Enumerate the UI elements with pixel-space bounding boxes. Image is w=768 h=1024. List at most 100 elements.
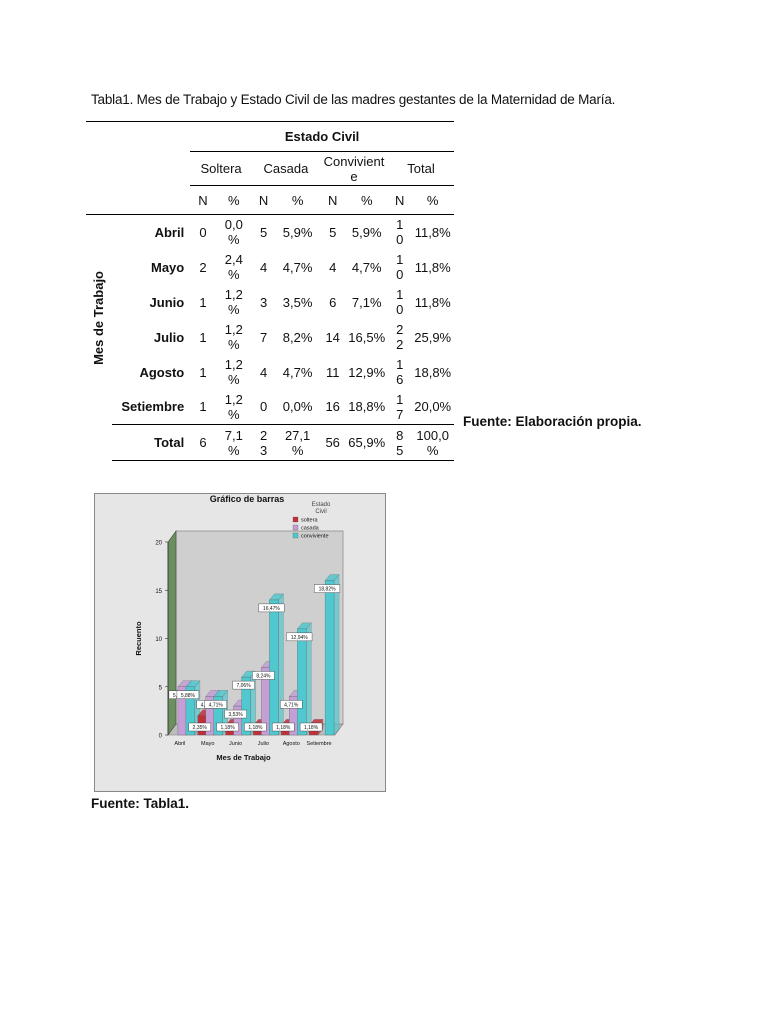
subheader-cell: % bbox=[345, 185, 388, 215]
plot-side-wall bbox=[167, 530, 177, 736]
y-tick-label: 20 bbox=[155, 541, 162, 547]
legend-swatch-casada bbox=[292, 524, 299, 531]
bar-side-conviviente bbox=[278, 593, 284, 736]
data-label-box bbox=[252, 671, 275, 680]
table-cell: 7 bbox=[259, 329, 268, 345]
table-cell: 2 2 bbox=[396, 322, 404, 352]
subheader-cell: N bbox=[251, 185, 276, 215]
row-label: Mayo bbox=[150, 259, 185, 275]
data-label: 18,82% bbox=[319, 587, 337, 593]
chart-title: Gráfico de barras bbox=[210, 494, 285, 504]
col-header-casada: Casada bbox=[251, 151, 320, 186]
col-header-conviviente: Convivient e bbox=[319, 151, 388, 186]
table-cell: 56 bbox=[319, 424, 346, 461]
table-cell: 5 bbox=[251, 214, 276, 250]
table-cell: 0,0% bbox=[282, 399, 313, 415]
table-cell: 5,9% bbox=[345, 214, 388, 250]
data-label-box bbox=[204, 700, 227, 709]
data-label: 16,47% bbox=[263, 606, 281, 612]
data-label-box bbox=[224, 709, 247, 719]
table-cell: 4,7% bbox=[282, 364, 313, 380]
table-cell: 1 bbox=[199, 294, 207, 310]
data-label-box bbox=[280, 700, 303, 709]
table-cell: 3,5% bbox=[282, 294, 313, 310]
bar-side-conviviente bbox=[333, 574, 340, 736]
x-tick-label: Junio bbox=[229, 741, 242, 747]
y-tick-label: 5 bbox=[159, 685, 163, 691]
table-cell: 8 5 bbox=[387, 424, 412, 461]
data-label-box bbox=[286, 632, 313, 642]
data-label-box bbox=[314, 584, 341, 593]
table-cell: 4,7% bbox=[282, 259, 313, 275]
col-header-soltera: Soltera bbox=[190, 151, 252, 186]
row-label: Junio bbox=[149, 294, 185, 310]
subheader-cell: % bbox=[215, 185, 252, 215]
bar-chart-frame: Gráfico de barras 0 5 10 15 20 Recuento Abril Ma… bbox=[94, 493, 386, 792]
data-label: 7,06% bbox=[236, 683, 251, 689]
y-tick-label: 10 bbox=[155, 637, 162, 643]
table-cell: 1 0 bbox=[387, 214, 412, 250]
y-tick-label: 0 bbox=[159, 734, 163, 740]
table-cell: 0 bbox=[190, 214, 216, 250]
table-cell: 1,2 % bbox=[224, 322, 243, 352]
legend-title: Civil bbox=[315, 509, 326, 515]
bar-front-conviviente bbox=[269, 599, 279, 736]
data-label-box bbox=[244, 722, 267, 732]
subheader-cell: N bbox=[190, 185, 216, 215]
table-cell: 16,5% bbox=[348, 329, 386, 345]
table-cell: 0,0 % bbox=[215, 214, 252, 250]
table-cell: 2 3 bbox=[251, 424, 276, 461]
bar-top-conviviente bbox=[185, 680, 201, 687]
data-label: 1,18% bbox=[304, 725, 319, 731]
bar-top-conviviente bbox=[241, 670, 256, 678]
row-label: Setiembre bbox=[121, 399, 185, 415]
bar-front-conviviente bbox=[297, 628, 307, 736]
table-row: Agosto 1 1,2 % 4 4,7% 11 12,9% 1 6 18,8% bbox=[86, 355, 454, 390]
row-dimension-label: Mes de Trabajo bbox=[91, 271, 107, 366]
data-label: 12,94% bbox=[291, 635, 309, 641]
legend-swatch-conviviente bbox=[292, 532, 299, 539]
legend-label: casada bbox=[301, 526, 320, 532]
row-label: Agosto bbox=[139, 364, 185, 380]
table-cell: 1 0 bbox=[396, 252, 404, 282]
subheader-cell: % bbox=[275, 185, 320, 215]
table-cell: 2 bbox=[199, 259, 207, 275]
table-cell: 11,8% bbox=[414, 259, 451, 275]
data-label-box bbox=[258, 603, 285, 613]
data-label: 4,71% bbox=[209, 702, 224, 708]
y-axis-title: Recuento bbox=[134, 621, 143, 656]
table-cell: 4 bbox=[259, 259, 268, 275]
data-label: 8,24% bbox=[256, 673, 271, 679]
bar-top-conviviente bbox=[269, 593, 284, 601]
bar-top-conviviente bbox=[296, 622, 312, 630]
legend-label: conviviente bbox=[301, 534, 329, 540]
data-label: 3,53% bbox=[228, 712, 243, 718]
total-row: Total 6 7,1 % 2 3 27,1 % 56 65,9% 8 5 100,0 % bbox=[86, 424, 454, 461]
bar-chart: Gráfico de barras 0 5 10 15 20 Recuento Abril Ma… bbox=[134, 494, 344, 762]
x-tick-label: Julio bbox=[258, 741, 269, 747]
data-label-box bbox=[232, 680, 255, 690]
data-label-box bbox=[176, 690, 200, 699]
data-label-box bbox=[299, 722, 323, 732]
x-axis-title: Mes de Trabajo bbox=[216, 753, 271, 762]
legend-swatch-soltera bbox=[292, 516, 299, 523]
table-cell: 1,2 % bbox=[224, 287, 243, 317]
x-tick-label: Abril bbox=[174, 741, 185, 747]
data-label: 2,35% bbox=[193, 725, 208, 731]
data-label: 4,71% bbox=[284, 702, 299, 708]
bar-top-conviviente bbox=[213, 690, 229, 697]
subheader-cell: N bbox=[319, 185, 346, 215]
table-cell: 11,8% bbox=[411, 214, 454, 250]
table-cell: 1,2 % bbox=[224, 357, 243, 387]
table-cell: 12,9% bbox=[348, 364, 386, 380]
data-label: 5,88% bbox=[181, 693, 196, 699]
table-cell: 4 bbox=[329, 259, 337, 275]
data-label-box bbox=[216, 722, 239, 732]
table-cell: 8,2% bbox=[282, 329, 313, 345]
table-cell: 0 bbox=[259, 399, 268, 415]
data-label: 1,18% bbox=[276, 725, 291, 731]
table-cell: 5 bbox=[319, 214, 346, 250]
source-note-bottom: Fuente: Tabla1. bbox=[91, 796, 190, 811]
table-cell: 16 bbox=[325, 399, 340, 415]
table-cell: 3 bbox=[259, 294, 268, 310]
